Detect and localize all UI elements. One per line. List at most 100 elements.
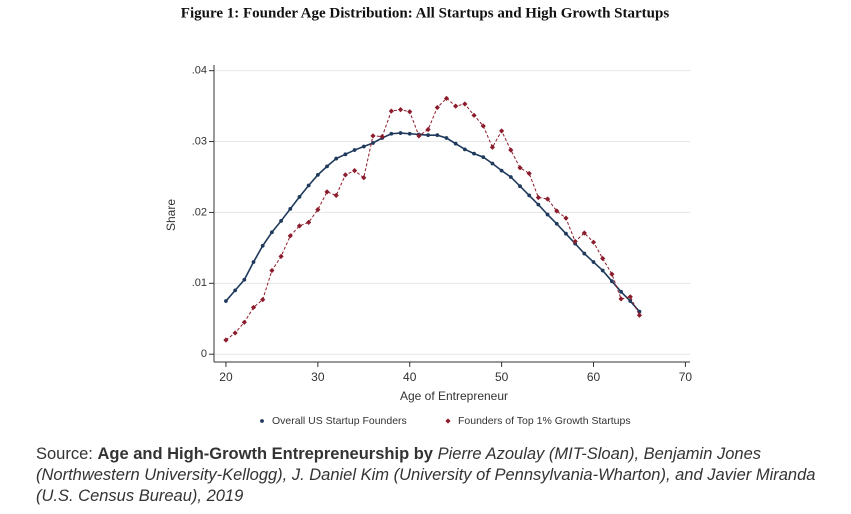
point: [480, 123, 486, 129]
point: [251, 260, 256, 264]
point: [371, 141, 375, 145]
point: [563, 215, 569, 221]
point: [481, 155, 486, 160]
point: [260, 243, 265, 248]
point: [333, 192, 339, 199]
point: [554, 221, 559, 226]
point: [471, 112, 477, 118]
point: [536, 202, 541, 207]
x-tick-label: 70: [679, 370, 693, 384]
point: [361, 144, 366, 149]
point: [426, 133, 431, 138]
point: [250, 304, 257, 311]
point: [564, 231, 568, 236]
point: [325, 164, 329, 169]
point: [343, 152, 348, 157]
point: [508, 147, 514, 153]
x-tick-label: 20: [219, 370, 233, 384]
point: [462, 147, 467, 152]
point: [416, 133, 422, 139]
point: [627, 294, 633, 300]
point: [379, 133, 385, 140]
point: [241, 319, 247, 325]
point: [242, 277, 247, 282]
legend-marker: [445, 418, 451, 424]
point: [352, 148, 357, 152]
point: [224, 299, 228, 303]
point: [581, 230, 587, 236]
point: [279, 219, 283, 223]
point: [535, 194, 541, 201]
point: [462, 101, 468, 107]
point: [453, 103, 459, 109]
point: [296, 223, 303, 229]
point: [306, 219, 312, 225]
point: [499, 168, 504, 173]
point: [472, 151, 476, 156]
point: [435, 133, 440, 138]
point: [443, 95, 450, 101]
point: [544, 196, 551, 202]
point: [572, 238, 578, 245]
source-authors: Pierre Azoulay (MIT-Sloan), Benjamin Jon…: [36, 445, 816, 505]
point: [269, 267, 275, 274]
x-tick-label: 60: [587, 370, 601, 384]
point: [223, 337, 229, 343]
point: [517, 165, 523, 171]
source-note: Source: Age and High-Growth Entrepreneur…: [36, 444, 836, 507]
point: [278, 253, 284, 259]
point: [260, 297, 266, 303]
point: [636, 312, 643, 318]
y-tick-label: .03: [192, 135, 207, 147]
point: [315, 172, 320, 177]
point: [389, 131, 394, 136]
point: [334, 156, 339, 161]
y-tick-label: 0: [201, 348, 207, 360]
point: [306, 183, 311, 188]
chart-title: Figure 1: Founder Age Distribution: All …: [181, 5, 670, 21]
series-line: [225, 132, 641, 313]
x-tick-label: 30: [311, 370, 325, 384]
chart: Figure 1: Founder Age Distribution: All …: [164, 5, 693, 427]
point: [324, 189, 330, 195]
point: [398, 131, 403, 135]
point: [600, 268, 605, 273]
point: [444, 136, 449, 140]
legend-label: Overall US Startup Founders: [272, 415, 407, 427]
legend-marker: [260, 419, 264, 423]
point: [434, 104, 440, 111]
point: [287, 233, 293, 239]
y-tick-label: .04: [192, 65, 207, 77]
x-tick-label: 40: [403, 370, 417, 384]
legend-label: Founders of Top 1% Growth Startups: [458, 415, 631, 427]
point: [508, 175, 513, 179]
point: [527, 193, 532, 198]
point: [499, 128, 505, 134]
point: [407, 131, 412, 136]
point: [232, 330, 238, 336]
point: [269, 230, 274, 235]
point: [397, 107, 404, 113]
point: [490, 161, 495, 166]
point: [388, 108, 394, 114]
point: [453, 141, 458, 146]
point: [526, 170, 532, 177]
point: [233, 288, 238, 293]
point: [489, 144, 496, 150]
point: [407, 109, 413, 115]
point: [518, 184, 522, 189]
point: [361, 175, 367, 181]
point: [342, 172, 349, 178]
point: [315, 207, 321, 213]
point: [425, 126, 431, 133]
point: [591, 260, 596, 264]
point: [288, 206, 293, 211]
source-title: Age and High-Growth Entrepreneurship by: [97, 445, 433, 463]
point: [609, 271, 615, 277]
series-line: [225, 97, 640, 341]
y-tick-label: .02: [192, 206, 207, 218]
point: [554, 208, 560, 214]
point: [609, 279, 614, 284]
point: [600, 255, 606, 262]
y-axis-label: Share: [164, 199, 178, 231]
